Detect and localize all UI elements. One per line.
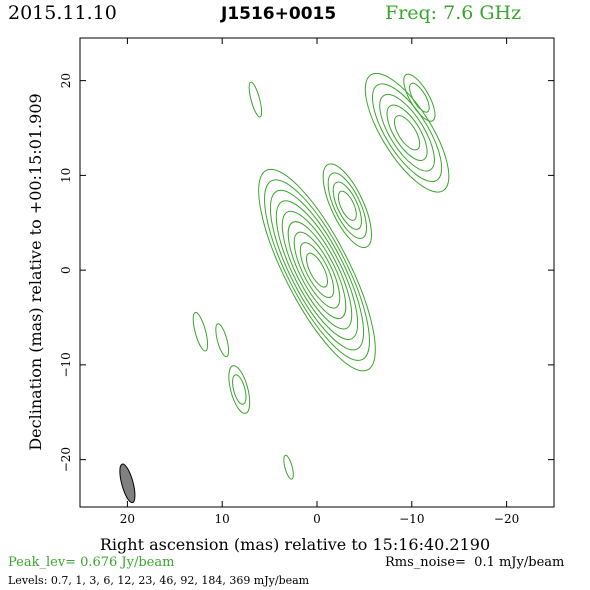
x-tick-label: 10 [215, 512, 230, 526]
rms-noise-value: 0.1 mJy/beam [474, 555, 565, 570]
contour-8-0 [283, 454, 294, 480]
contour-0-8 [305, 252, 329, 288]
y-tick-label: −20 [59, 447, 73, 472]
contour-3-1 [409, 82, 430, 113]
peak-level: Peak_lev= 0.676 Jy/beam [8, 555, 174, 570]
source-name: J1516+0015 [221, 4, 337, 24]
contour-2-1 [371, 83, 443, 183]
contour-1-0 [322, 163, 372, 249]
contour-0-2 [269, 189, 365, 351]
contour-5-0 [192, 311, 209, 352]
contour-0-7 [299, 242, 335, 299]
contour-0-0 [258, 168, 376, 372]
x-tick-label: 20 [120, 512, 135, 526]
contour-2-4 [393, 115, 421, 151]
contour-0-1 [264, 179, 370, 361]
contour-2-2 [379, 93, 435, 172]
axis-tick-labels: 20 10 0 −10 −20 20 10 0 −10 −20 [59, 73, 519, 526]
peak-level-value: 0.676 Jy/beam [80, 555, 175, 570]
beam-ellipse [119, 463, 136, 504]
contour-0-3 [275, 200, 359, 340]
plot-frame [79, 37, 555, 508]
y-tick-label: 10 [59, 168, 73, 183]
contour-layer [192, 72, 450, 480]
x-tick-label: −20 [494, 512, 519, 526]
x-tick-label: 0 [313, 512, 321, 526]
contour-0-6 [293, 231, 341, 309]
contour-7-1 [232, 374, 247, 405]
y-axis-label: Declination (mas) relative to +00:15:01.… [26, 93, 45, 450]
contour-7-0 [228, 365, 251, 414]
contour-levels: Levels: 0.7, 1, 3, 6, 12, 23, 46, 92, 18… [8, 574, 310, 587]
axis-ticks [80, 38, 554, 507]
contour-2-0 [364, 72, 450, 193]
contour-1-3 [337, 190, 357, 221]
epoch-date: 2015.11.10 [8, 2, 117, 24]
x-axis-label: Right ascension (mas) relative to 15:16:… [100, 535, 490, 554]
contour-2-3 [386, 104, 428, 161]
x-tick-label: −10 [399, 512, 424, 526]
y-tick-label: 20 [59, 73, 73, 88]
y-tick-label: −10 [59, 352, 73, 377]
frequency-label: Freq: 7.6 GHz [385, 2, 522, 24]
contour-1-2 [332, 181, 362, 230]
y-tick-label: 0 [59, 266, 73, 274]
rms-noise: Rms_noise= 0.1 mJy/beam [385, 555, 564, 570]
contour-1-1 [327, 172, 367, 239]
rms-noise-label: Rms_noise= [385, 555, 466, 570]
peak-level-label: Peak_lev= [8, 555, 77, 570]
contour-0-5 [287, 221, 347, 320]
beam-layer [119, 463, 136, 504]
contour-0-4 [281, 210, 353, 330]
contour-3-0 [403, 73, 436, 122]
contour-4-0 [248, 81, 263, 118]
contour-6-0 [215, 323, 230, 358]
